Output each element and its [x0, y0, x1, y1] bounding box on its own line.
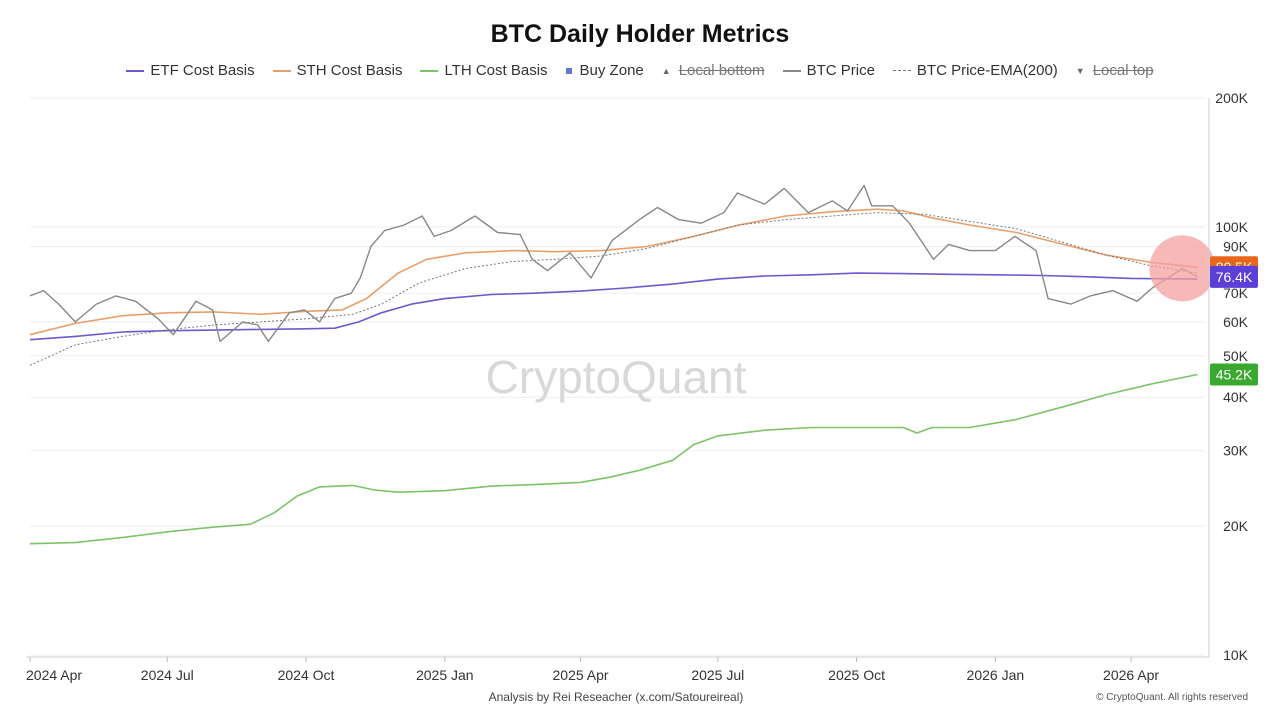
- y-tick-label: 40K: [1223, 389, 1249, 405]
- analysis-credit: Analysis by Rei Reseacher (x.com/Satoure…: [488, 690, 744, 704]
- legend-item-buy-zone[interactable]: Buy Zone: [565, 62, 644, 79]
- legend-label: LTH Cost Basis: [444, 62, 548, 79]
- x-tick-label: 2025 Jul: [691, 667, 744, 683]
- legend-item-local-top[interactable]: ▼ Local top: [1076, 62, 1154, 79]
- legend-line-swatch: [782, 69, 801, 72]
- legend-label: ETF Cost Basis: [150, 62, 255, 79]
- legend-label: BTC Price-EMA(200): [916, 62, 1058, 79]
- legend-line-swatch: [126, 69, 145, 72]
- value-badge-76-4k: 76.4K: [1210, 265, 1258, 288]
- legend-line-swatch: [272, 69, 291, 72]
- x-tick-label: 2026 Apr: [1103, 667, 1159, 683]
- svg-text:45.2K: 45.2K: [1216, 367, 1253, 383]
- legend-label: Buy Zone: [579, 62, 644, 79]
- grid-lines: [30, 97, 1205, 656]
- value-badge-45-2k: 45.2K: [1210, 363, 1258, 386]
- legend-item-local-bottom[interactable]: ▲ Local bottom: [662, 62, 765, 79]
- x-tick-label: 2025 Oct: [828, 667, 885, 683]
- x-tick-label: 2026 Jan: [967, 667, 1025, 683]
- legend-item-etf-cost-basis[interactable]: ETF Cost Basis: [126, 62, 255, 79]
- buy-zone-marker: [1149, 235, 1216, 302]
- triangle-up-icon: ▲: [661, 65, 671, 76]
- chart-title: BTC Daily Holder Metrics: [490, 20, 790, 48]
- y-tick-label: 20K: [1223, 518, 1249, 534]
- watermark: CryptoQuant: [486, 351, 747, 403]
- buy-zone-layer: [1149, 235, 1216, 302]
- x-tick-label: 2025 Jan: [416, 667, 474, 683]
- legend-label: STH Cost Basis: [296, 62, 403, 79]
- svg-text:76.4K: 76.4K: [1216, 269, 1253, 285]
- legend-dashed-swatch: [892, 70, 911, 71]
- series-line-btc-price: [29, 184, 1198, 343]
- copyright-notice: © CryptoQuant. All rights reserved: [1096, 692, 1248, 703]
- y-tick-label: 50K: [1223, 348, 1249, 364]
- y-tick-label: 30K: [1223, 443, 1249, 459]
- x-tick-label: 2024 Oct: [278, 667, 335, 683]
- y-tick-label: 60K: [1223, 314, 1249, 330]
- legend-item-btc-price[interactable]: BTC Price: [782, 62, 875, 79]
- legend-label: Local top: [1092, 62, 1154, 79]
- y-tick-label: 70K: [1223, 285, 1249, 301]
- legend-label: Local bottom: [678, 62, 765, 79]
- legend-line-swatch: [420, 69, 439, 72]
- y-tick-label: 90K: [1223, 238, 1249, 254]
- legend-square-swatch: [565, 67, 572, 74]
- y-tick-label: 200K: [1215, 90, 1248, 106]
- chart-legend: ETF Cost Basis STH Cost Basis LTH Cost Bas…: [0, 62, 1280, 79]
- legend-label: BTC Price: [806, 62, 875, 79]
- legend-item-sth-cost-basis[interactable]: STH Cost Basis: [272, 62, 403, 79]
- series-layer: [29, 184, 1198, 545]
- series-line-sth-cost-basis: [29, 208, 1198, 336]
- legend-item-lth-cost-basis[interactable]: LTH Cost Basis: [420, 62, 548, 79]
- x-tick-label: 2024 Jul: [141, 667, 194, 683]
- x-tick-label: 2025 Apr: [553, 667, 609, 683]
- series-line-etf-cost-basis: [29, 272, 1198, 341]
- y-tick-label: 100K: [1215, 219, 1248, 235]
- x-tick-label: 2024 Apr: [26, 667, 82, 683]
- legend-item-btc-price-ema-200[interactable]: BTC Price-EMA(200): [892, 62, 1058, 79]
- triangle-down-icon: ▼: [1075, 65, 1085, 76]
- axes: 200K 100K 90K 70K 60K 50K 40K 30K 20K 10K 2024 Apr…: [26, 90, 1249, 683]
- y-tick-label: 10K: [1223, 647, 1249, 663]
- series-line-btc-price-ema-200: [29, 212, 1198, 366]
- series-line-lth-cost-basis: [29, 373, 1198, 545]
